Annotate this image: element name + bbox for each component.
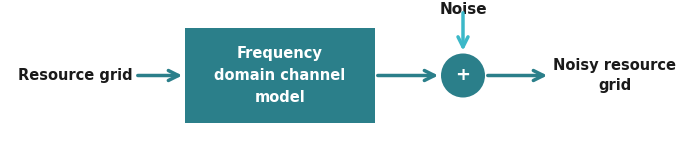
Text: +: + — [456, 66, 471, 85]
Circle shape — [441, 53, 485, 98]
Text: Noise: Noise — [439, 2, 487, 17]
Text: Resource grid: Resource grid — [18, 68, 132, 83]
Text: Noisy resource
grid: Noisy resource grid — [553, 58, 677, 93]
Text: Frequency
domain channel
model: Frequency domain channel model — [214, 46, 346, 105]
FancyBboxPatch shape — [185, 28, 375, 123]
